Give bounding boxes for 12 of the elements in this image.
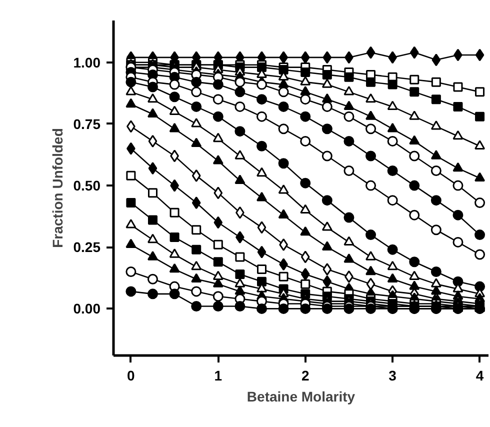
y-tick-label: 0.25 [73,239,101,256]
x-tick-label: 1 [214,368,222,384]
y-tick-label: 1.00 [73,54,101,70]
x-axis-title: Betaine Molarity [246,388,356,404]
y-tick-label: 0.00 [73,300,101,317]
y-axis-title: Fraction Unfolded [49,128,66,248]
y-tick-label: 0.75 [73,116,101,132]
x-tick-label: 0 [127,368,136,384]
x-tick-label: 3 [388,368,397,384]
x-tick-label: 2 [301,368,310,384]
y-tick-label: 0.50 [73,178,101,194]
x-tick-label: 4 [476,368,484,384]
